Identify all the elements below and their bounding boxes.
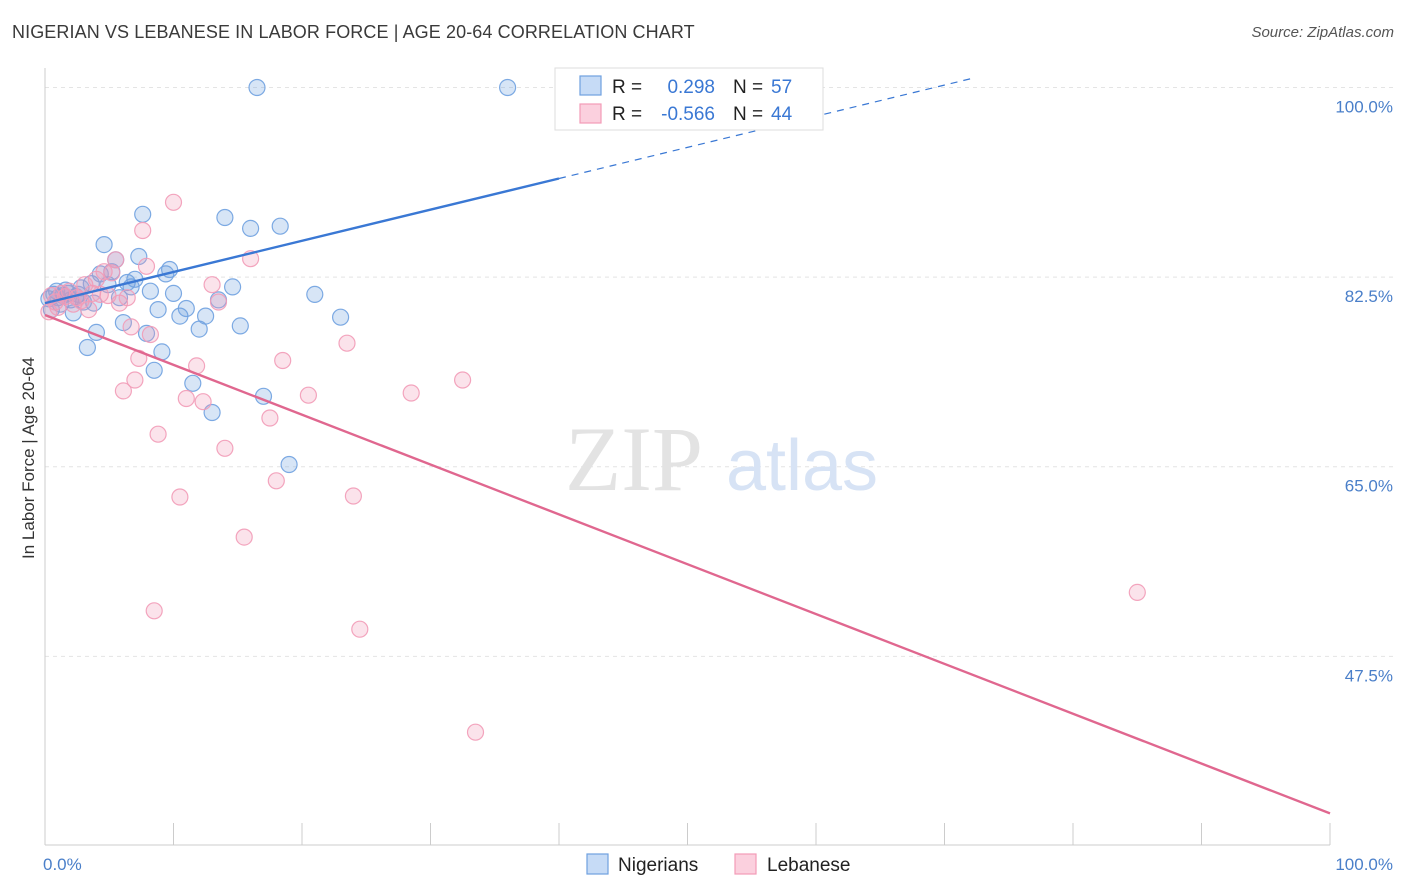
legend-r-label-nigerians: R = — [612, 77, 642, 98]
lebanese-point — [466, 723, 485, 741]
nigerians-point — [271, 217, 289, 235]
lebanese-point — [274, 351, 292, 370]
legend-n-label-lebanese: N = — [733, 104, 763, 125]
nigerians-point — [134, 205, 152, 223]
watermark: ZIP atlas — [565, 408, 878, 510]
legend-n-value-nigerians: 57 — [771, 77, 792, 98]
lebanese-point — [454, 371, 472, 389]
trend-line-nigerians — [44, 177, 560, 305]
chart-title: NIGERIAN VS LEBANESE IN LABOR FORCE | AG… — [12, 22, 695, 42]
lebanese-point — [261, 409, 279, 427]
legend-r-value-lebanese: -0.566 — [661, 104, 715, 125]
axes — [44, 68, 1331, 846]
lebanese-point — [299, 386, 317, 404]
nigerians-point — [95, 236, 113, 254]
lebanese-point — [122, 318, 140, 336]
nigerians-point — [306, 285, 324, 303]
legend-swatch-lebanese — [579, 103, 602, 124]
lebanese-point — [141, 325, 159, 344]
legend-n-value-lebanese: 44 — [771, 104, 793, 125]
lebanese-point — [103, 264, 121, 282]
nigerians-point — [216, 208, 234, 227]
nigerians-point — [149, 301, 167, 319]
legend-swatch-nigerians — [579, 75, 602, 96]
lebanese-point — [118, 289, 136, 307]
nigerians-point — [184, 374, 202, 392]
source-credit: Source: ZipAtlas.com — [1251, 24, 1394, 41]
y-tick-labels: 47.5% 65.0% 82.5% 100.0% — [1335, 98, 1393, 686]
lebanese-point — [338, 334, 356, 352]
nigerians-point — [499, 78, 517, 97]
nigerians-point — [248, 78, 266, 97]
nigerians-point — [224, 278, 242, 296]
lebanese-point — [344, 487, 362, 505]
nigerians-point — [145, 361, 163, 379]
nigerians-point — [164, 284, 183, 302]
watermark-atlas: atlas — [726, 426, 878, 506]
lebanese-point — [114, 382, 133, 400]
lebanese-point — [177, 389, 195, 408]
lebanese-point — [235, 528, 253, 546]
bottom-legend: Nigerians Lebanese — [586, 853, 850, 876]
nigerians-point — [177, 299, 195, 318]
nigerians-point — [141, 282, 159, 300]
legend-n-label-nigerians: N = — [733, 77, 763, 98]
lebanese-point — [145, 602, 163, 620]
gridlines — [45, 87, 1395, 657]
lebanese-point — [216, 439, 234, 457]
lebanese-point — [203, 276, 221, 294]
lebanese-point — [137, 257, 156, 275]
lebanese-point — [164, 193, 183, 211]
watermark-zip: ZIP — [565, 408, 703, 510]
legend-r-value-nigerians: 0.298 — [667, 77, 715, 98]
nigerians-point — [242, 219, 260, 237]
lebanese-point — [149, 425, 167, 443]
lebanese-point — [80, 301, 98, 319]
lebanese-point — [1128, 583, 1146, 602]
bottom-legend-swatch-lebanese — [734, 853, 757, 875]
nigerians-point — [78, 338, 97, 357]
lebanese-point — [126, 371, 144, 389]
nigerians-point — [197, 307, 215, 325]
lebanese-point — [134, 221, 152, 240]
bottom-legend-swatch-nigerians — [586, 853, 609, 875]
nigerians-point — [231, 317, 249, 335]
lebanese-point — [209, 293, 228, 311]
x-tick-labels: 0.0% 100.0% — [43, 855, 1393, 874]
lebanese-point — [267, 472, 285, 490]
y-tick-label: 47.5% — [1345, 666, 1393, 685]
nigerians-point — [332, 308, 350, 326]
lebanese-point — [171, 488, 189, 506]
y-tick-label: 82.5% — [1345, 287, 1393, 306]
trend-line-lebanese — [44, 313, 1331, 815]
lebanese-point — [402, 384, 420, 402]
legend-r-label-lebanese: R = — [612, 104, 642, 125]
series-lebanese-points — [40, 193, 1146, 741]
y-axis-title: In Labor Force | Age 20-64 — [19, 357, 38, 559]
lebanese-point — [351, 620, 369, 638]
y-tick-label: 65.0% — [1345, 477, 1393, 496]
lebanese-point — [107, 251, 125, 269]
x-tick-label-max: 100.0% — [1335, 855, 1393, 874]
nigerians-point — [280, 455, 298, 474]
bottom-legend-nigerians: Nigerians — [618, 855, 698, 876]
stats-legend: R = 0.298 N = 57 R = -0.566 N = 44 — [554, 67, 824, 131]
x-tick-label-min: 0.0% — [43, 855, 82, 874]
y-tick-label: 100.0% — [1335, 98, 1393, 117]
lebanese-point — [194, 393, 212, 411]
bottom-legend-lebanese: Lebanese — [767, 855, 850, 876]
